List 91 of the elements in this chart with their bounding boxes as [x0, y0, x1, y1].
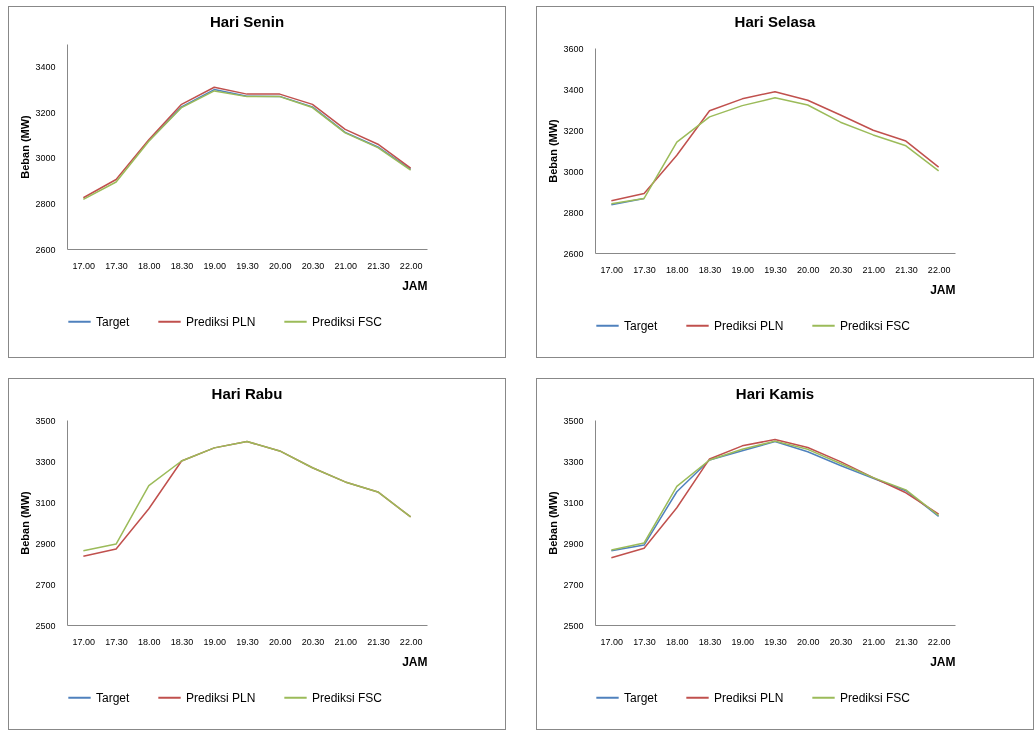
x-tick-label: 17.00: [600, 636, 624, 647]
y-tick-label: 2800: [563, 207, 584, 218]
y-tick-label: 2500: [35, 620, 56, 631]
x-tick-label: 17.30: [105, 260, 128, 271]
x-tick-label: 17.00: [600, 264, 624, 275]
x-tick-label: 19.00: [731, 636, 755, 647]
legend-label: Prediksi FSC: [840, 318, 911, 333]
y-tick-label: 3200: [563, 125, 584, 136]
x-tick-label: 19.30: [236, 636, 259, 647]
x-tick-label: 17.30: [633, 264, 656, 275]
y-tick-label: 2500: [563, 620, 584, 631]
y-axis-title: Beban (MW): [547, 118, 560, 183]
x-tick-label: 21.30: [367, 636, 390, 647]
x-tick-label: 22.00: [399, 260, 423, 271]
x-tick-label: 19.30: [764, 264, 787, 275]
x-tick-label: 20.00: [268, 260, 292, 271]
x-tick-label: 21.00: [862, 264, 885, 275]
y-tick-label: 3200: [35, 107, 56, 118]
x-tick-label: 20.00: [268, 636, 292, 647]
legend-label: Target: [96, 314, 131, 329]
x-tick-label: 17.30: [105, 636, 128, 647]
x-tick-label: 19.30: [236, 260, 259, 271]
legend-label: Prediksi PLN: [714, 690, 784, 705]
x-tick-label: 18.30: [170, 636, 194, 647]
y-tick-label: 3100: [35, 497, 56, 508]
y-tick-label: 3100: [563, 497, 584, 508]
y-tick-label: 2700: [563, 579, 584, 590]
x-tick-label: 20.30: [829, 264, 853, 275]
y-tick-label: 3300: [563, 456, 584, 467]
x-tick-label: 20.00: [796, 264, 820, 275]
x-tick-label: 21.30: [895, 636, 918, 647]
y-tick-label: 2700: [35, 579, 56, 590]
y-axis-title: Beban (MW): [547, 490, 560, 555]
y-axis-title: Beban (MW): [19, 490, 32, 555]
x-tick-label: 19.00: [731, 264, 755, 275]
x-tick-label: 18.30: [698, 264, 722, 275]
x-tick-label: 21.00: [862, 636, 885, 647]
x-tick-label: 19.00: [203, 636, 227, 647]
x-tick-label: 21.30: [367, 260, 390, 271]
x-tick-label: 22.00: [927, 636, 951, 647]
x-axis-title: JAM: [402, 654, 428, 669]
legend-label: Prediksi PLN: [714, 318, 784, 333]
x-tick-label: 18.00: [666, 264, 689, 275]
y-tick-label: 3500: [563, 415, 584, 426]
x-tick-label: 18.00: [666, 636, 689, 647]
x-tick-label: 20.30: [829, 636, 853, 647]
x-tick-label: 22.00: [927, 264, 951, 275]
legend-label: Prediksi PLN: [186, 314, 256, 329]
y-tick-label: 3400: [35, 62, 56, 73]
y-tick-label: 2900: [563, 538, 584, 549]
legend-label: Prediksi FSC: [312, 690, 383, 705]
legend-label: Prediksi FSC: [840, 690, 911, 705]
x-tick-label: 21.00: [334, 260, 357, 271]
y-tick-label: 2600: [563, 248, 584, 259]
x-tick-label: 18.30: [698, 636, 722, 647]
chart-title: Hari Senin: [209, 13, 285, 30]
y-tick-label: 3000: [563, 166, 584, 177]
x-tick-label: 20.30: [301, 260, 325, 271]
y-tick-label: 3600: [563, 43, 584, 54]
x-tick-label: 20.30: [301, 636, 325, 647]
legend-label: Target: [624, 318, 659, 333]
x-axis-title: JAM: [402, 278, 428, 293]
legend-label: Target: [624, 690, 659, 705]
x-tick-label: 19.30: [764, 636, 787, 647]
legend-label: Prediksi PLN: [186, 690, 256, 705]
chart-title: Hari Rabu: [211, 385, 283, 402]
y-tick-label: 2800: [35, 198, 56, 209]
x-axis-title: JAM: [930, 282, 956, 297]
x-axis-title: JAM: [930, 654, 956, 669]
x-tick-label: 22.00: [399, 636, 423, 647]
x-tick-label: 18.30: [170, 260, 194, 271]
y-tick-label: 2600: [35, 244, 56, 255]
x-tick-label: 19.00: [203, 260, 227, 271]
y-tick-label: 3300: [35, 456, 56, 467]
legend-label: Prediksi FSC: [312, 314, 383, 329]
x-tick-label: 17.30: [633, 636, 656, 647]
x-tick-label: 18.00: [138, 636, 161, 647]
y-tick-label: 2900: [35, 538, 56, 549]
x-tick-label: 21.30: [895, 264, 918, 275]
x-tick-label: 20.00: [796, 636, 820, 647]
y-axis-title: Beban (MW): [19, 114, 32, 179]
x-tick-label: 17.00: [72, 260, 96, 271]
legend-label: Target: [96, 690, 131, 705]
chart-title: Hari Selasa: [734, 13, 817, 30]
y-tick-label: 3400: [563, 84, 584, 95]
chart-title: Hari Kamis: [735, 385, 815, 402]
x-tick-label: 18.00: [138, 260, 161, 271]
x-tick-label: 21.00: [334, 636, 357, 647]
x-tick-label: 17.00: [72, 636, 96, 647]
y-tick-label: 3000: [35, 153, 56, 164]
y-tick-label: 3500: [35, 415, 56, 426]
